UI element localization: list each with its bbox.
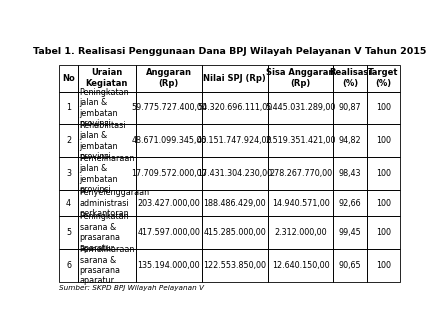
Text: 100: 100 xyxy=(376,228,391,237)
Text: 6: 6 xyxy=(66,261,71,270)
Text: 100: 100 xyxy=(376,261,391,270)
Text: Tabel 1. Realisasi Penggunaan Dana BPJ Wilayah Pelayanan V Tahun 2015: Tabel 1. Realisasi Penggunaan Dana BPJ W… xyxy=(33,46,426,55)
Text: 2.519.351.421,00: 2.519.351.421,00 xyxy=(265,136,336,145)
Text: 3: 3 xyxy=(66,169,71,178)
Text: 2.312.000,00: 2.312.000,00 xyxy=(274,228,327,237)
Text: Sumber: SKPD BPJ Wilayah Pelayanan V: Sumber: SKPD BPJ Wilayah Pelayanan V xyxy=(60,285,204,291)
Text: 17.709.572.000,00: 17.709.572.000,00 xyxy=(131,169,207,178)
Text: 2: 2 xyxy=(66,136,71,145)
Text: 90,87: 90,87 xyxy=(339,104,362,113)
Text: 46.151.747.924,00: 46.151.747.924,00 xyxy=(197,136,272,145)
Text: 14.940.571,00: 14.940.571,00 xyxy=(271,199,329,208)
Text: 4: 4 xyxy=(66,199,71,208)
Text: Penyelenggaraan
administrasi
perkantoran: Penyelenggaraan administrasi perkantoran xyxy=(80,188,150,218)
Text: 100: 100 xyxy=(376,199,391,208)
Text: 92,66: 92,66 xyxy=(339,199,362,208)
Text: 188.486.429,00: 188.486.429,00 xyxy=(203,199,266,208)
Text: 54.320.696.111,00: 54.320.696.111,00 xyxy=(197,104,272,113)
Text: 48.671.099.345,00: 48.671.099.345,00 xyxy=(131,136,207,145)
Text: Sisa Anggaran
(Rp): Sisa Anggaran (Rp) xyxy=(267,68,335,88)
Text: 1: 1 xyxy=(66,104,71,113)
Text: 17.431.304.230,00: 17.431.304.230,00 xyxy=(197,169,272,178)
Text: Peningkatan
sarana &
prasarana
aparatur: Peningkatan sarana & prasarana aparatur xyxy=(80,212,129,253)
Text: Uraian
Kegiatan: Uraian Kegiatan xyxy=(86,68,128,88)
Text: 94,82: 94,82 xyxy=(339,136,362,145)
Text: Realisasi
(%): Realisasi (%) xyxy=(329,68,371,88)
Text: Peningkatan
jalan &
jembatan
provinsi: Peningkatan jalan & jembatan provinsi xyxy=(80,88,129,128)
Text: 122.553.850,00: 122.553.850,00 xyxy=(203,261,266,270)
Text: Rehabilitasi
jalan &
jembatan
provinsi: Rehabilitasi jalan & jembatan provinsi xyxy=(80,121,126,161)
Text: 203.427.000,00: 203.427.000,00 xyxy=(138,199,200,208)
Text: 415.285.000,00: 415.285.000,00 xyxy=(203,228,266,237)
Text: Nilai SPJ (Rp): Nilai SPJ (Rp) xyxy=(203,73,266,82)
Text: 5: 5 xyxy=(66,228,71,237)
Text: 5.445.031.289,00: 5.445.031.289,00 xyxy=(265,104,336,113)
Text: 135.194.000,00: 135.194.000,00 xyxy=(138,261,200,270)
Text: 100: 100 xyxy=(376,104,391,113)
Text: 99,45: 99,45 xyxy=(339,228,362,237)
Text: 278.267.770,00: 278.267.770,00 xyxy=(269,169,332,178)
Text: 59.775.727.400,00: 59.775.727.400,00 xyxy=(131,104,207,113)
Text: Anggaran
(Rp): Anggaran (Rp) xyxy=(146,68,192,88)
Text: 90,65: 90,65 xyxy=(339,261,362,270)
Text: 98,43: 98,43 xyxy=(339,169,361,178)
Text: Target
(%): Target (%) xyxy=(368,68,398,88)
Text: No: No xyxy=(62,73,75,82)
Text: 417.597.000,00: 417.597.000,00 xyxy=(138,228,200,237)
Text: 12.640.150,00: 12.640.150,00 xyxy=(272,261,329,270)
Text: 100: 100 xyxy=(376,136,391,145)
Text: Pemeliharaan
sarana &
prasarana
aparatur: Pemeliharaan sarana & prasarana aparatur xyxy=(80,245,135,286)
Text: Pemeliharaan
jalan &
jembatan
provinsi: Pemeliharaan jalan & jembatan provinsi xyxy=(80,154,135,194)
Text: 100: 100 xyxy=(376,169,391,178)
